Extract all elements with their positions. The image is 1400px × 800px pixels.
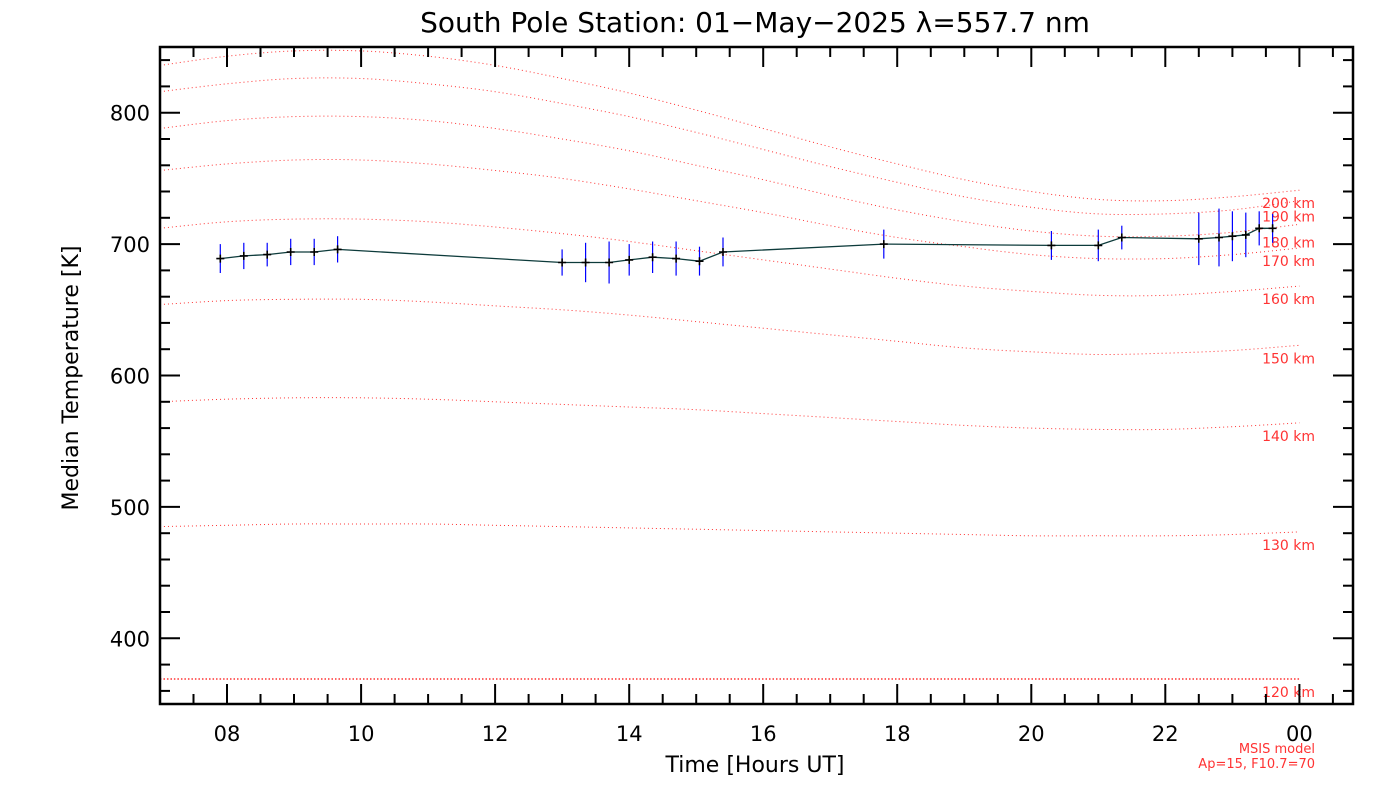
x-tick-label: 18: [884, 722, 911, 746]
model-label-120-km: 120 km: [1262, 685, 1315, 701]
y-tick-label: 400: [110, 627, 150, 651]
data-point: [695, 257, 704, 266]
model-curve-160-km: [159, 218, 1300, 297]
data-point: [1117, 233, 1126, 242]
data-point: [1241, 230, 1250, 239]
plot-frame: [158, 45, 1355, 706]
y-tick-label: 700: [110, 233, 150, 257]
x-tick-label: 08: [214, 722, 241, 746]
model-label-200-km: 200 km: [1262, 196, 1315, 212]
data-point: [605, 258, 614, 267]
model-label-190-km: 190 km: [1262, 210, 1315, 226]
model-curve-130-km: [159, 523, 1300, 537]
data-point: [1268, 224, 1277, 233]
data-point: [648, 253, 657, 262]
data-point: [286, 248, 295, 256]
data-point: [879, 240, 888, 249]
data-point: [558, 258, 567, 267]
model-label-130-km: 130 km: [1262, 538, 1315, 554]
model-curve-190-km: [159, 77, 1300, 216]
y-axis-title: Median Temperature [K]: [59, 246, 84, 511]
model-label-180-km: 180 km: [1262, 235, 1315, 251]
model-curve-150-km: [159, 298, 1300, 356]
x-tick-label: 12: [482, 722, 509, 746]
data-point: [719, 248, 727, 256]
model-curve-200-km: [159, 49, 1300, 202]
y-tick-label: 600: [110, 365, 150, 389]
data-point: [1047, 241, 1056, 250]
data-point: [1228, 232, 1237, 241]
model-label-170-km: 170 km: [1262, 254, 1315, 270]
data-point: [1215, 233, 1223, 242]
x-tick-label: 10: [348, 722, 375, 746]
data-series: [216, 208, 1277, 284]
model-label-140-km: 140 km: [1262, 429, 1315, 445]
model-note-line-1: MSIS model: [1239, 742, 1315, 757]
data-point: [625, 255, 634, 264]
x-tick-label: 20: [1018, 722, 1045, 746]
data-point: [1194, 234, 1203, 243]
model-curves: 120 km 130 km 140 km 150 km 160 km 170 km 180 …: [159, 49, 1315, 701]
x-tick-label: 16: [750, 722, 777, 746]
data-point: [216, 254, 225, 263]
model-label-160-km: 160 km: [1262, 292, 1315, 308]
x-axis-title: Time [Hours UT]: [665, 753, 845, 778]
data-point: [672, 254, 681, 263]
x-tick-label: 22: [1152, 722, 1179, 746]
x-tick-label: 14: [616, 722, 643, 746]
model-note-line-2: Ap=15, F10.7=70: [1198, 757, 1315, 772]
axis-ticks: 08 10 12 14 16 18 20 22 00 400 500 600 700 800: [110, 47, 1353, 746]
data-point: [310, 248, 319, 256]
x-tick-label: 00: [1286, 722, 1313, 746]
y-tick-label: 800: [110, 102, 150, 126]
chart-title: South Pole Station: 01−May−2025 λ=557.7 …: [420, 6, 1090, 39]
y-tick-label: 500: [110, 496, 150, 520]
model-curve-170-km: [159, 158, 1300, 260]
data-point: [239, 251, 248, 260]
model-curve-140-km: [159, 397, 1300, 431]
data-point: [1255, 224, 1264, 233]
model-label-150-km: 150 km: [1262, 351, 1315, 367]
data-point: [263, 250, 272, 259]
data-point: [333, 245, 342, 254]
data-point: [581, 258, 590, 267]
model-curve-180-km: [159, 115, 1300, 238]
data-point: [1094, 241, 1103, 250]
